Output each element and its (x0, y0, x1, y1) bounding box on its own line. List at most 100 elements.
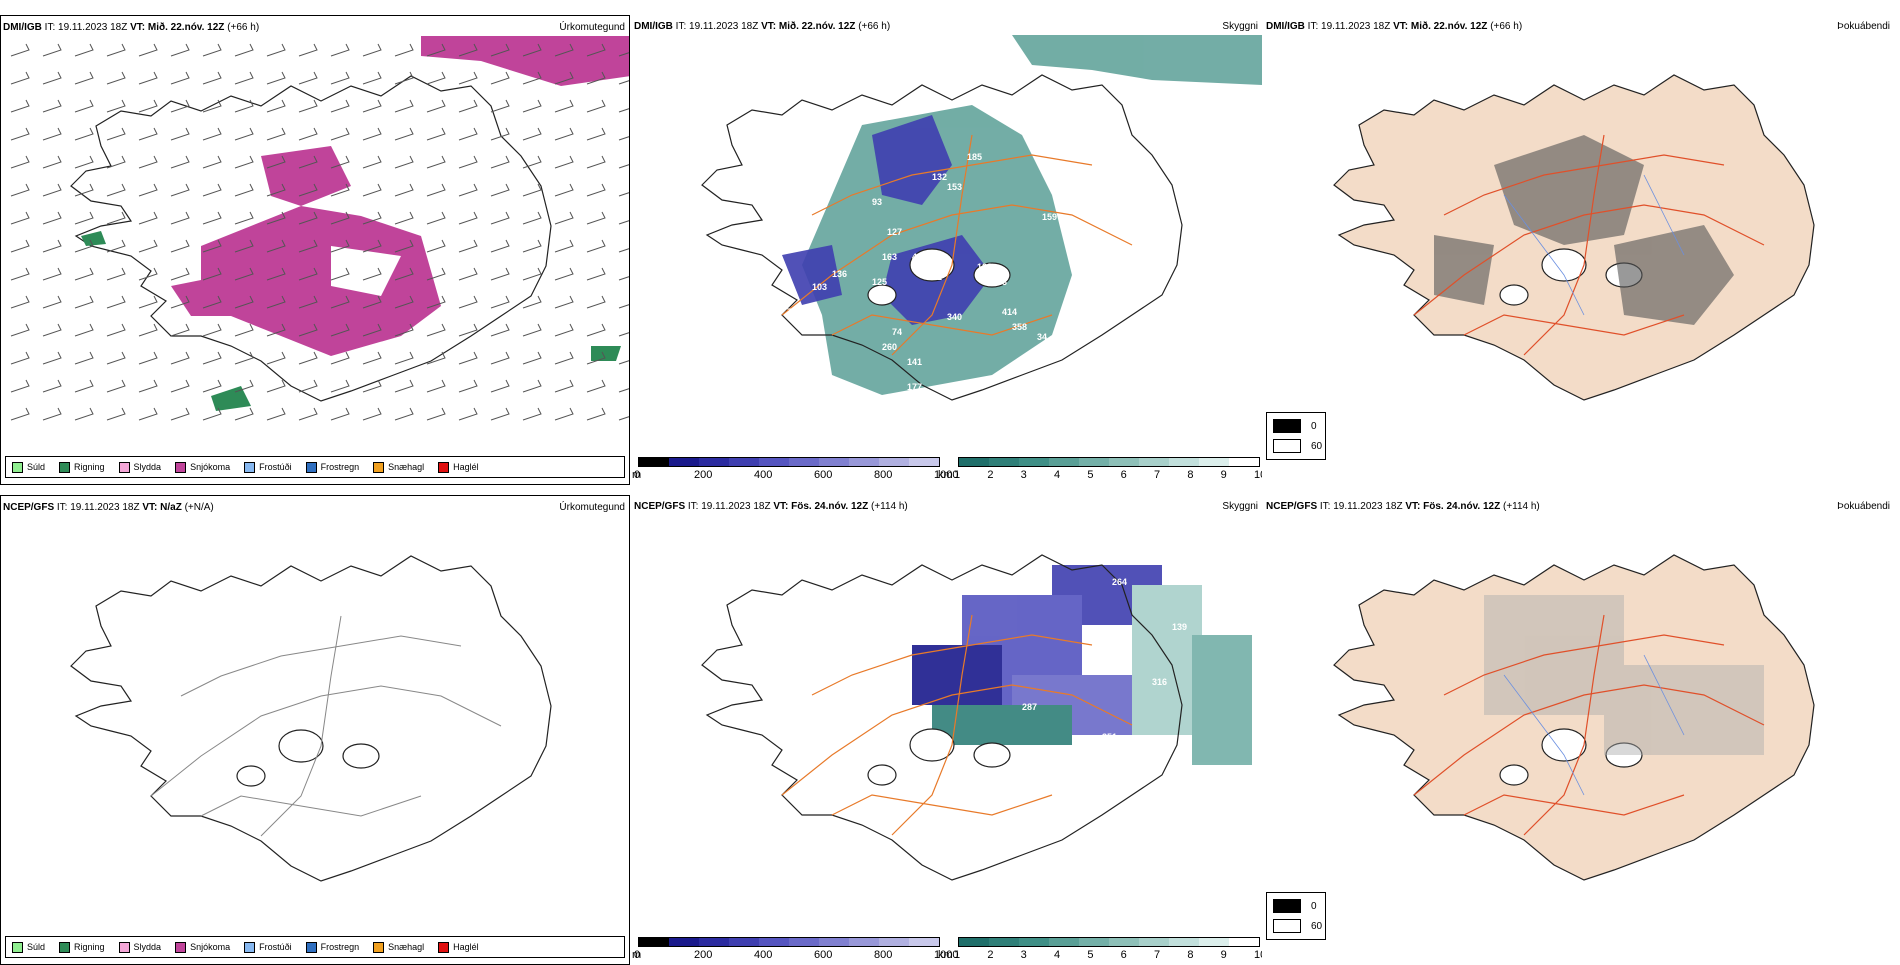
ceiling-label: 125 (872, 277, 887, 287)
wind-barb (554, 407, 574, 421)
wind-barb (298, 267, 318, 281)
ceiling-label: 132 (932, 172, 947, 182)
wind-barb (10, 183, 30, 197)
wind-barb (554, 239, 574, 253)
vis-colorbar (958, 937, 1260, 947)
wind-barb (74, 155, 94, 169)
colorbar-tick: 3 (1020, 469, 1027, 481)
wind-barb (458, 183, 478, 197)
wind-barb (362, 127, 382, 141)
legend-label: Snjókoma (190, 462, 231, 472)
river (1643, 654, 1685, 736)
ceiling-label: 139 (1172, 622, 1187, 632)
glacier (342, 743, 380, 769)
wind-barb (426, 267, 446, 281)
wind-barb (586, 43, 606, 57)
wind-barb (618, 304, 629, 309)
colorbar-cell (959, 938, 989, 946)
panel-title: NCEP/GFS IT: 19.11.2023 18Z VT: Fös. 24.… (1266, 501, 1540, 512)
wind-barb (42, 43, 62, 57)
wind-barb (106, 351, 126, 365)
wind-barb (106, 43, 126, 57)
ceiling-label: 153 (947, 182, 962, 192)
wind-barb (586, 155, 606, 169)
colorbar-cell (1019, 458, 1049, 466)
colorbar-cell (1109, 938, 1139, 946)
wind-barb (74, 43, 94, 57)
colorbar-cell (669, 458, 699, 466)
legend-item: Slydda (118, 461, 162, 473)
wind-barb (298, 351, 318, 365)
wind-barb (554, 183, 574, 197)
legend-label: Haglél (453, 942, 479, 952)
colorbar-tick: 2 (987, 949, 994, 961)
wind-barb (330, 127, 350, 141)
wind-barb (426, 239, 446, 253)
wind-barb (42, 71, 62, 85)
wind-barb (42, 99, 62, 113)
wind-barb (426, 351, 446, 365)
colorbar-cell (819, 938, 849, 946)
wind-barb (618, 360, 629, 365)
wind-barb (202, 155, 222, 169)
legend-label: Slydda (133, 462, 162, 472)
wind-barb (170, 43, 190, 57)
wind-barb (42, 211, 62, 225)
legend-item: Slydda (118, 941, 161, 953)
wind-barb (10, 127, 30, 141)
wind-barb (362, 351, 382, 365)
legend-label: Haglél (453, 462, 479, 472)
wind-barb (202, 323, 222, 337)
wind-barb (10, 407, 30, 421)
wind-barb (394, 183, 414, 197)
wind-barb (618, 192, 629, 197)
fog-map (1333, 74, 1815, 401)
wind-barb (330, 323, 350, 337)
glacier (909, 728, 955, 762)
colorbar-cell (639, 458, 669, 466)
roads (781, 614, 1133, 836)
wind-barb (394, 295, 414, 309)
colorbar-cell (789, 458, 819, 466)
wind-barb (74, 99, 94, 113)
precip-type-legend: Súld Rigning Slydda Snjókoma Frostúði Frostre… (5, 456, 625, 478)
wind-barb (106, 183, 126, 197)
glacier (1499, 284, 1529, 306)
wind-barb (298, 99, 318, 113)
legend-item: Súld (12, 941, 46, 953)
wind-barb (554, 155, 574, 169)
colorbar-tick: 200 (694, 469, 713, 481)
wind-barb (458, 127, 478, 141)
wind-barb (106, 379, 126, 393)
legend-item: Haglél (438, 941, 479, 953)
ceiling-unit: m (632, 469, 642, 481)
wind-barb (490, 99, 510, 113)
ceiling-label: 133 (992, 277, 1007, 287)
wind-barb (10, 99, 30, 113)
wind-barb (330, 379, 350, 393)
road (831, 314, 1053, 336)
road (1443, 154, 1725, 216)
wind-barb (138, 43, 158, 57)
wind-barbs (10, 43, 629, 421)
wind-barb (458, 379, 478, 393)
wind-barb (42, 267, 62, 281)
wind-barb (170, 183, 190, 197)
ceiling-label: 113 (947, 382, 962, 392)
wind-barb (490, 323, 510, 337)
legend-item: Súld (12, 461, 45, 473)
wind-barb (298, 295, 318, 309)
vis-areas (802, 35, 1262, 395)
wind-barb (522, 267, 542, 281)
field-name: Þokuábendi (1837, 21, 1890, 32)
wind-barb (490, 407, 510, 421)
wind-barb (74, 351, 94, 365)
legend-label: Frostúði (259, 942, 292, 952)
wind-barb (42, 351, 62, 365)
precip-areas (171, 36, 629, 356)
road (150, 685, 502, 797)
wind-barb (202, 99, 222, 113)
legend-label: Súld (27, 942, 46, 952)
colorbar-cell (879, 458, 909, 466)
wind-barb (106, 407, 126, 421)
